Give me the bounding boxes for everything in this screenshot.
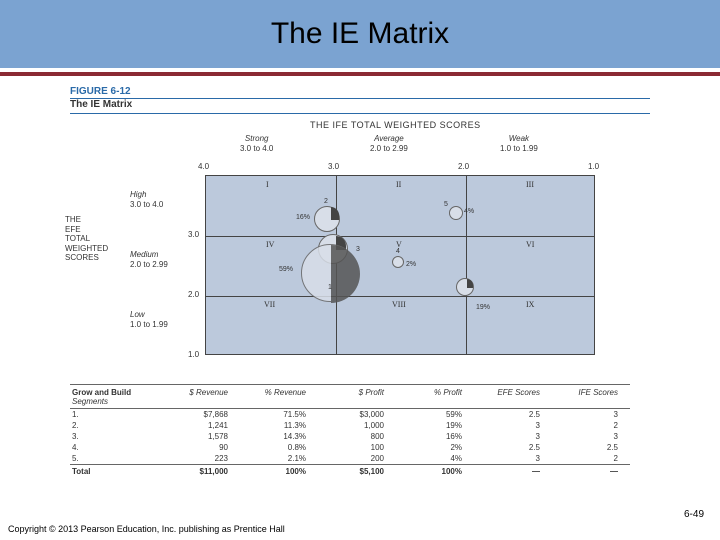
figure-label: FIGURE 6-12 — [70, 86, 650, 99]
cell-2: II — [396, 180, 401, 189]
segments-header: Grow and BuildSegments $ Revenue % Reven… — [70, 385, 630, 409]
cell-8: VIII — [392, 300, 406, 309]
table-row-total: Total$11,000100%$5,100100%—— — [70, 464, 630, 477]
page-title: The IE Matrix — [271, 17, 449, 51]
matrix-grid: I II III IV V VI VII VIII IX 2 16% 5 4% … — [205, 175, 595, 355]
table-row: 2.1,24111.3%1,00019%32 — [70, 420, 630, 431]
bubble-seg5-pct: 4% — [464, 208, 474, 215]
row-head-medium: Medium2.0 to 2.99 — [130, 250, 185, 269]
y-tick-2: 2.0 — [188, 290, 199, 299]
bubble-seg1-id: 1 — [328, 284, 332, 291]
bubble-other — [456, 278, 474, 296]
cell-1: I — [266, 180, 269, 189]
col-head-weak: Weak1.0 to 1.99 — [500, 134, 538, 153]
bubble-seg4-id: 4 — [396, 248, 400, 255]
bubble-seg2 — [314, 206, 340, 232]
row-head-high: High3.0 to 4.0 — [130, 190, 185, 209]
table-row: 1.$7,86871.5%$3,00059%2.53 — [70, 409, 630, 420]
cell-3: III — [526, 180, 534, 189]
x-tick-2: 2.0 — [458, 162, 469, 171]
table-row: 4.900.8%1002%2.52.5 — [70, 442, 630, 453]
title-band: The IE Matrix — [0, 0, 720, 68]
bubble-other-pct: 19% — [476, 304, 490, 311]
ife-axis-title: THE IFE TOTAL WEIGHTED SCORES — [310, 120, 481, 130]
bubble-seg2-pct: 16% — [296, 214, 310, 221]
bubble-seg5-id: 5 — [444, 201, 448, 208]
bubble-seg3-id: 3 — [356, 246, 360, 253]
copyright-footer: Copyright © 2013 Pearson Education, Inc.… — [8, 524, 285, 534]
bubble-seg2-id: 2 — [324, 198, 328, 205]
y-tick-3: 3.0 — [188, 230, 199, 239]
efe-axis-title: THE EFE TOTAL WEIGHTED SCORES — [65, 215, 125, 263]
bubble-seg4 — [392, 256, 404, 268]
bubble-seg1 — [301, 244, 359, 302]
cell-4: IV — [266, 240, 274, 249]
table-row: 3.1,57814.3%80016%33 — [70, 431, 630, 442]
bubble-seg5 — [449, 206, 463, 220]
x-tick-3: 3.0 — [328, 162, 339, 171]
x-tick-4: 4.0 — [198, 162, 209, 171]
bubble-seg4-pct: 2% — [406, 261, 416, 268]
row-head-low: Low1.0 to 1.99 — [130, 310, 185, 329]
page-number: 6-49 — [684, 509, 704, 520]
col-head-average: Average2.0 to 2.99 — [370, 134, 408, 153]
ie-matrix: THE IFE TOTAL WEIGHTED SCORES Strong3.0 … — [70, 120, 630, 380]
table-row: 5.2232.1%2004%32 — [70, 453, 630, 464]
figure-title: The IE Matrix — [70, 99, 650, 114]
segments-table: Grow and BuildSegments $ Revenue % Reven… — [70, 384, 630, 477]
bubble-seg1-pct: 59% — [279, 266, 293, 273]
cell-7: VII — [264, 300, 275, 309]
col-head-strong: Strong3.0 to 4.0 — [240, 134, 273, 153]
figure-area: FIGURE 6-12 The IE Matrix THE IFE TOTAL … — [0, 76, 720, 477]
cell-9: IX — [526, 300, 534, 309]
x-tick-1: 1.0 — [588, 162, 599, 171]
cell-6: VI — [526, 240, 534, 249]
y-tick-1: 1.0 — [188, 350, 199, 359]
